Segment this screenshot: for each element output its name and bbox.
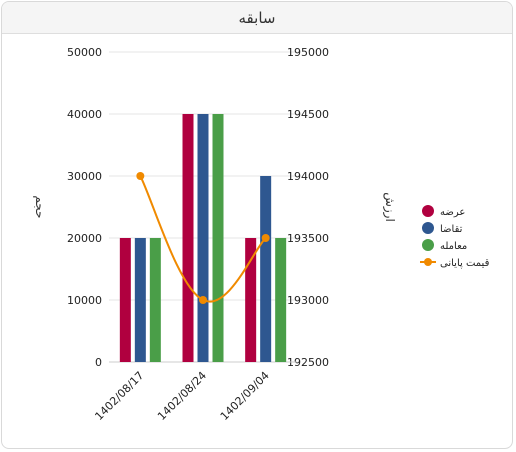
bar [212, 114, 224, 362]
panel-header: سابقه [2, 2, 512, 34]
line-point [261, 234, 270, 242]
y-right-tick-label: 194000 [287, 170, 329, 183]
y-left-tick-label: 0 [95, 356, 102, 369]
y-left-tick-label: 40000 [67, 108, 102, 121]
bar [134, 238, 146, 362]
line-point [199, 296, 207, 304]
bar [275, 238, 287, 362]
y-left-tick-label: 20000 [67, 232, 102, 245]
x-tick-label: 1402/08/17 [92, 369, 146, 423]
legend-label: تقاضا [440, 224, 463, 235]
y-right-tick-label: 192500 [287, 356, 329, 369]
legend-marker [422, 222, 434, 234]
bar [260, 176, 272, 362]
y-right-tick-label: 194500 [287, 108, 329, 121]
legend-label: عرضه [440, 207, 465, 218]
bar [245, 238, 257, 362]
y-left-axis-title: حجم [33, 195, 47, 218]
legend-marker [422, 239, 434, 251]
bar [182, 114, 194, 362]
y-left-tick-label: 10000 [67, 294, 102, 307]
line-point [136, 172, 145, 180]
bar [119, 238, 131, 362]
legend-label: قیمت پایانی [440, 258, 490, 269]
y-left-tick-label: 50000 [67, 46, 102, 59]
bar [197, 114, 209, 362]
y-left-tick-label: 30000 [67, 170, 102, 183]
y-right-tick-label: 195000 [287, 46, 329, 59]
y-right-tick-label: 193500 [287, 232, 329, 245]
x-tick-label: 1402/08/24 [155, 369, 209, 423]
panel-title: سابقه [238, 8, 276, 27]
legend-point-marker [424, 258, 432, 266]
legend-marker [422, 205, 434, 217]
y-right-tick-label: 193000 [287, 294, 329, 307]
x-tick-label: 1402/09/04 [218, 369, 272, 423]
bar [149, 238, 161, 362]
legend-label: معامله [440, 241, 467, 252]
y-right-axis-title: ارزش [382, 192, 397, 222]
